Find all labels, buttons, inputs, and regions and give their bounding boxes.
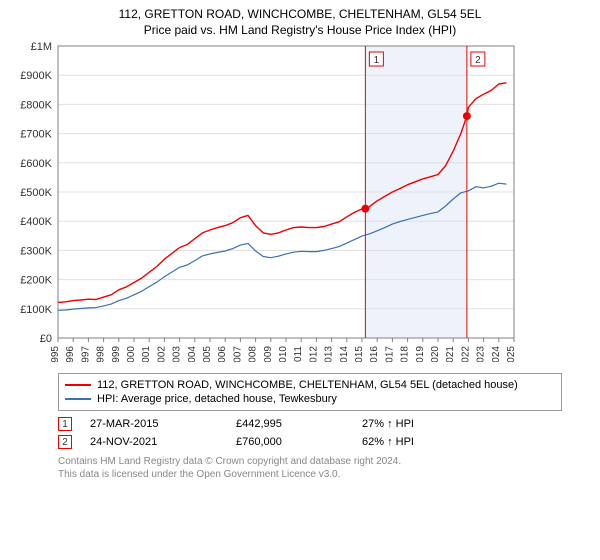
transaction-price: £442,995 xyxy=(236,418,356,430)
footer-line-2: This data is licensed under the Open Gov… xyxy=(58,468,562,481)
svg-text:2002: 2002 xyxy=(156,346,167,362)
legend-label: HPI: Average price, detached house, Tewk… xyxy=(97,393,337,405)
svg-text:2017: 2017 xyxy=(384,346,395,362)
svg-text:2007: 2007 xyxy=(232,346,243,362)
legend-item: 112, GRETTON ROAD, WINCHCOMBE, CHELTENHA… xyxy=(65,378,555,392)
svg-text:2025: 2025 xyxy=(506,346,517,362)
svg-text:2004: 2004 xyxy=(187,346,198,362)
transaction-delta: 62% ↑ HPI xyxy=(362,436,562,448)
svg-text:2016: 2016 xyxy=(369,346,380,362)
transactions-table: 1 27-MAR-2015 £442,995 27% ↑ HPI 2 24-NOV-202… xyxy=(58,415,562,451)
svg-text:£400K: £400K xyxy=(20,217,52,229)
svg-text:2014: 2014 xyxy=(339,346,350,362)
svg-text:2000: 2000 xyxy=(126,346,137,362)
legend: 112, GRETTON ROAD, WINCHCOMBE, CHELTENHA… xyxy=(58,373,562,411)
transaction-marker: 2 xyxy=(58,435,72,449)
title-line-1: 112, GRETTON ROAD, WINCHCOMBE, CHELTENHA… xyxy=(8,6,592,22)
svg-text:£300K: £300K xyxy=(20,246,52,258)
svg-text:2018: 2018 xyxy=(400,346,411,362)
svg-text:£900K: £900K xyxy=(20,71,52,83)
footer-line-1: Contains HM Land Registry data © Crown c… xyxy=(58,455,562,468)
svg-text:2: 2 xyxy=(475,55,481,66)
chart-svg: £0 £100K £200K £300K £400K £500K £600K £700K £80… xyxy=(8,42,528,362)
legend-item: HPI: Average price, detached house, Tewk… xyxy=(65,392,555,406)
transaction-marker: 1 xyxy=(58,417,72,431)
transaction-row: 2 24-NOV-2021 £760,000 62% ↑ HPI xyxy=(58,433,562,451)
svg-text:2021: 2021 xyxy=(445,346,456,362)
title-line-2: Price paid vs. HM Land Registry's House … xyxy=(8,22,592,38)
legend-swatch xyxy=(65,384,91,386)
svg-text:2023: 2023 xyxy=(476,346,487,362)
svg-text:£100K: £100K xyxy=(20,304,52,316)
svg-text:2013: 2013 xyxy=(324,346,335,362)
legend-swatch xyxy=(65,398,91,400)
svg-text:2008: 2008 xyxy=(248,346,259,362)
svg-text:£600K: £600K xyxy=(20,158,52,170)
svg-text:£800K: £800K xyxy=(20,100,52,112)
chart: £0 £100K £200K £300K £400K £500K £600K £700K £80… xyxy=(8,42,592,367)
svg-text:£1M: £1M xyxy=(31,42,52,53)
transaction-delta: 27% ↑ HPI xyxy=(362,418,562,430)
transaction-date: 24-NOV-2021 xyxy=(90,436,230,448)
transaction-row: 1 27-MAR-2015 £442,995 27% ↑ HPI xyxy=(58,415,562,433)
svg-text:2006: 2006 xyxy=(217,346,228,362)
svg-text:1998: 1998 xyxy=(96,346,107,362)
svg-text:2019: 2019 xyxy=(415,346,426,362)
svg-text:£500K: £500K xyxy=(20,187,52,199)
svg-text:2001: 2001 xyxy=(141,346,152,362)
transaction-date: 27-MAR-2015 xyxy=(90,418,230,430)
svg-text:2022: 2022 xyxy=(460,346,471,362)
svg-text:2010: 2010 xyxy=(278,346,289,362)
svg-text:2015: 2015 xyxy=(354,346,365,362)
transaction-price: £760,000 xyxy=(236,436,356,448)
svg-text:2009: 2009 xyxy=(263,346,274,362)
svg-text:1997: 1997 xyxy=(80,346,91,362)
svg-text:2024: 2024 xyxy=(491,346,502,362)
svg-text:£0: £0 xyxy=(40,333,52,345)
svg-text:2005: 2005 xyxy=(202,346,213,362)
svg-text:1999: 1999 xyxy=(111,346,122,362)
footer-note: Contains HM Land Registry data © Crown c… xyxy=(58,455,562,481)
svg-text:2020: 2020 xyxy=(430,346,441,362)
svg-text:1995: 1995 xyxy=(50,346,61,362)
svg-text:2011: 2011 xyxy=(293,346,304,362)
svg-text:£200K: £200K xyxy=(20,275,52,287)
svg-text:1996: 1996 xyxy=(65,346,76,362)
svg-text:2012: 2012 xyxy=(308,346,319,362)
svg-text:2003: 2003 xyxy=(172,346,183,362)
svg-text:1: 1 xyxy=(374,55,380,66)
chart-title: 112, GRETTON ROAD, WINCHCOMBE, CHELTENHA… xyxy=(8,6,592,38)
legend-label: 112, GRETTON ROAD, WINCHCOMBE, CHELTENHA… xyxy=(97,379,518,391)
svg-text:£700K: £700K xyxy=(20,129,52,141)
